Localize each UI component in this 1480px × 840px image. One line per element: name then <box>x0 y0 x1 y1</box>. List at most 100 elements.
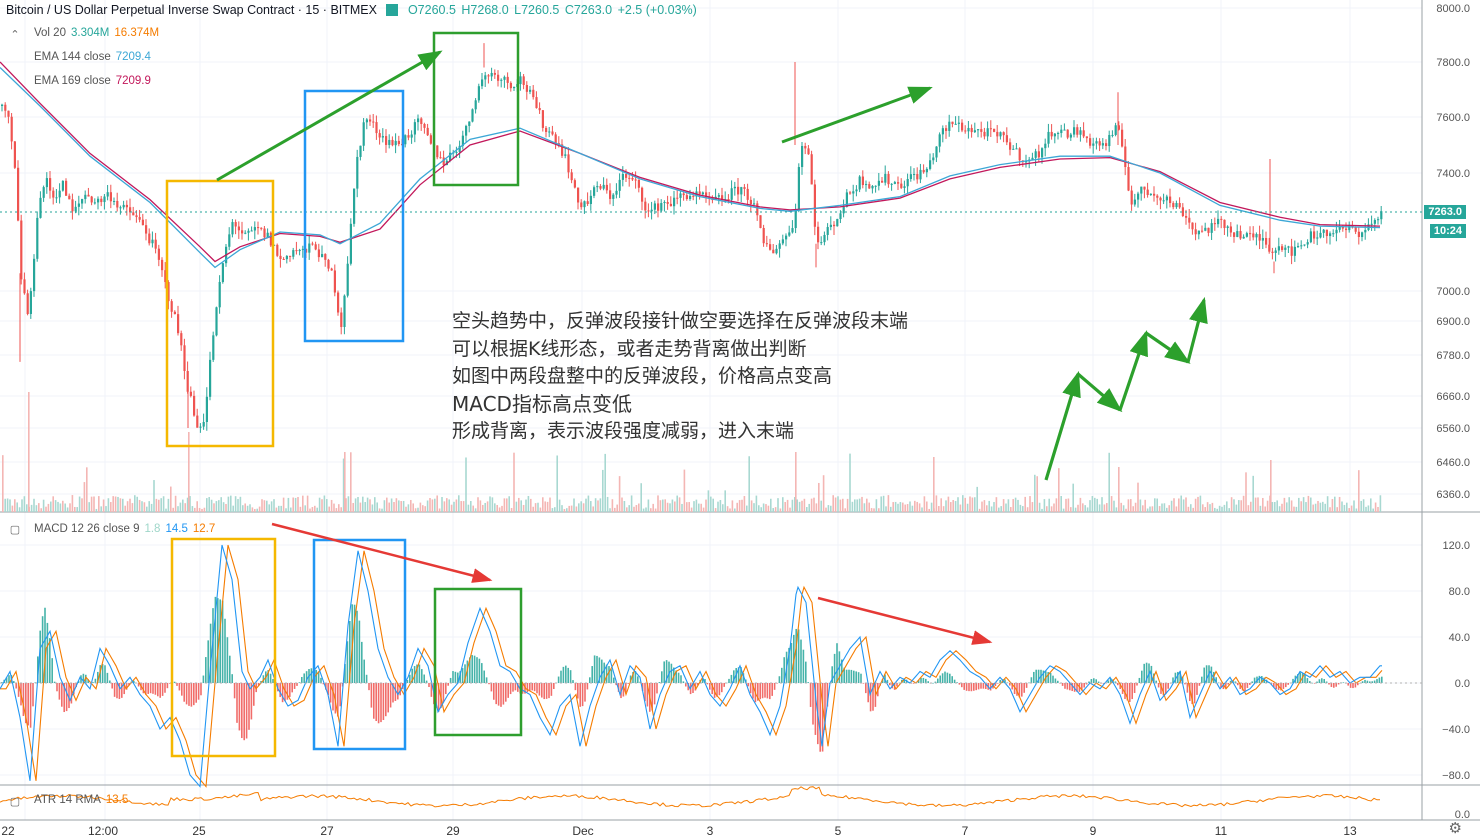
macd-hist-bar <box>394 683 397 701</box>
volume-bar <box>1014 497 1017 512</box>
macd-hist-bar <box>1119 683 1121 690</box>
macd-hist-bar <box>353 604 356 683</box>
volume-bar <box>462 501 465 512</box>
candle-body <box>682 193 685 196</box>
macd-hist-bar <box>1321 678 1323 683</box>
red-arrow-down-2 <box>817 596 993 645</box>
volume-bar <box>662 499 664 512</box>
legend-atr[interactable]: ATR 14 RMA 13.5 <box>34 794 128 806</box>
candle-body <box>813 184 816 227</box>
macd-hist-bar <box>1021 683 1023 697</box>
volume-bar <box>736 502 738 512</box>
volume-bar <box>695 499 698 512</box>
volume-bar <box>712 498 714 512</box>
macd-hist-bar <box>584 683 586 702</box>
volume-bar <box>314 505 316 512</box>
macd-hist-bar <box>361 641 363 683</box>
volume-bar <box>1348 508 1350 512</box>
candle-body <box>1082 130 1085 137</box>
volume-bar <box>1101 497 1103 512</box>
candle-body <box>964 130 967 132</box>
macd-hist-bar <box>209 623 212 683</box>
candle-body <box>589 195 592 205</box>
legend-ema144[interactable]: EMA 144 close 7209.4 <box>34 51 151 63</box>
macd-hist-bar <box>1193 683 1196 704</box>
candle-body <box>1380 211 1383 220</box>
macd-hist-bar <box>1373 680 1376 683</box>
volume-bar <box>1086 507 1089 512</box>
candle-body <box>551 131 554 135</box>
macd-hist-bar <box>229 655 231 683</box>
volume-spike <box>1270 460 1272 512</box>
candle-body <box>356 156 359 189</box>
candle-body <box>1313 231 1316 239</box>
volume-bar <box>1334 496 1336 512</box>
candle-body <box>919 169 922 180</box>
candle-body <box>132 212 135 216</box>
candle-body <box>90 196 93 203</box>
legend-ema169[interactable]: EMA 169 close 7209.9 <box>34 75 151 87</box>
candle-body <box>436 145 439 158</box>
macd-hist-bar <box>46 622 49 683</box>
candle-body <box>116 200 119 208</box>
macd-pane-icon[interactable]: ▢ <box>9 524 21 536</box>
legend-macd[interactable]: MACD 12 26 close 9 1.8 14.5 12.7 <box>34 523 215 535</box>
settings-gear-icon[interactable]: ⚙ <box>1448 820 1462 837</box>
macd-hist-bar <box>1095 679 1097 683</box>
macd-hist-bar <box>334 683 337 714</box>
candle-body <box>439 157 442 159</box>
macd-hist-bar <box>121 683 123 698</box>
macd-hist-bar <box>1349 683 1352 688</box>
candle-body <box>1329 233 1332 237</box>
volume-bar <box>472 505 474 512</box>
atr-pane-icon[interactable]: ▢ <box>9 796 21 808</box>
volume-bar <box>580 501 582 512</box>
volume-bar <box>1358 470 1360 512</box>
volume-bar <box>1216 508 1218 512</box>
macd-hist-bar <box>661 671 663 683</box>
macd-hist-bar <box>327 683 329 695</box>
candle-body <box>1092 143 1095 146</box>
legend-volume[interactable]: Vol 20 3.304M 16.374M <box>34 27 159 39</box>
volume-bar <box>1151 506 1154 512</box>
macd-hist-bar <box>989 683 992 691</box>
volume-bar <box>294 497 297 512</box>
volume-bar <box>635 505 638 512</box>
volume-bar <box>549 497 551 512</box>
candle-body <box>125 204 128 208</box>
candle-body <box>1249 233 1252 235</box>
volume-bar <box>988 500 990 512</box>
candle-body <box>42 187 45 198</box>
macd-hist-bar <box>322 683 325 685</box>
macd-hist-bar <box>790 643 793 683</box>
macd-hist-bar <box>836 643 838 683</box>
candle-body <box>749 199 752 205</box>
volume-bar <box>808 503 810 512</box>
volume-bar <box>690 507 693 512</box>
volume-bar <box>942 506 945 512</box>
collapse-legend-icon[interactable]: ⌃ <box>10 29 20 41</box>
macd-hist-bar <box>1025 683 1028 688</box>
candle-body <box>698 191 701 195</box>
candle-body <box>263 228 266 238</box>
macd-value: 14.5 <box>165 523 188 535</box>
volume-bar <box>426 500 429 512</box>
volume-bar <box>522 504 525 512</box>
macd-hist-bar <box>1237 683 1239 686</box>
macd-hist-bar <box>332 683 334 711</box>
volume-bar <box>590 501 592 512</box>
candle-body <box>353 188 356 224</box>
macd-hist-bar <box>161 683 164 696</box>
volume-bar <box>242 505 244 512</box>
volume-bar <box>587 495 590 512</box>
candle-body <box>1377 219 1380 221</box>
volume-bar <box>1074 507 1077 512</box>
volume-bar <box>748 456 750 512</box>
volume-bar <box>717 501 719 512</box>
candle-body <box>164 270 167 283</box>
candle-body <box>1348 225 1351 231</box>
candle-body <box>84 194 87 200</box>
candle-body <box>999 132 1002 137</box>
volume-bar <box>1211 502 1214 512</box>
